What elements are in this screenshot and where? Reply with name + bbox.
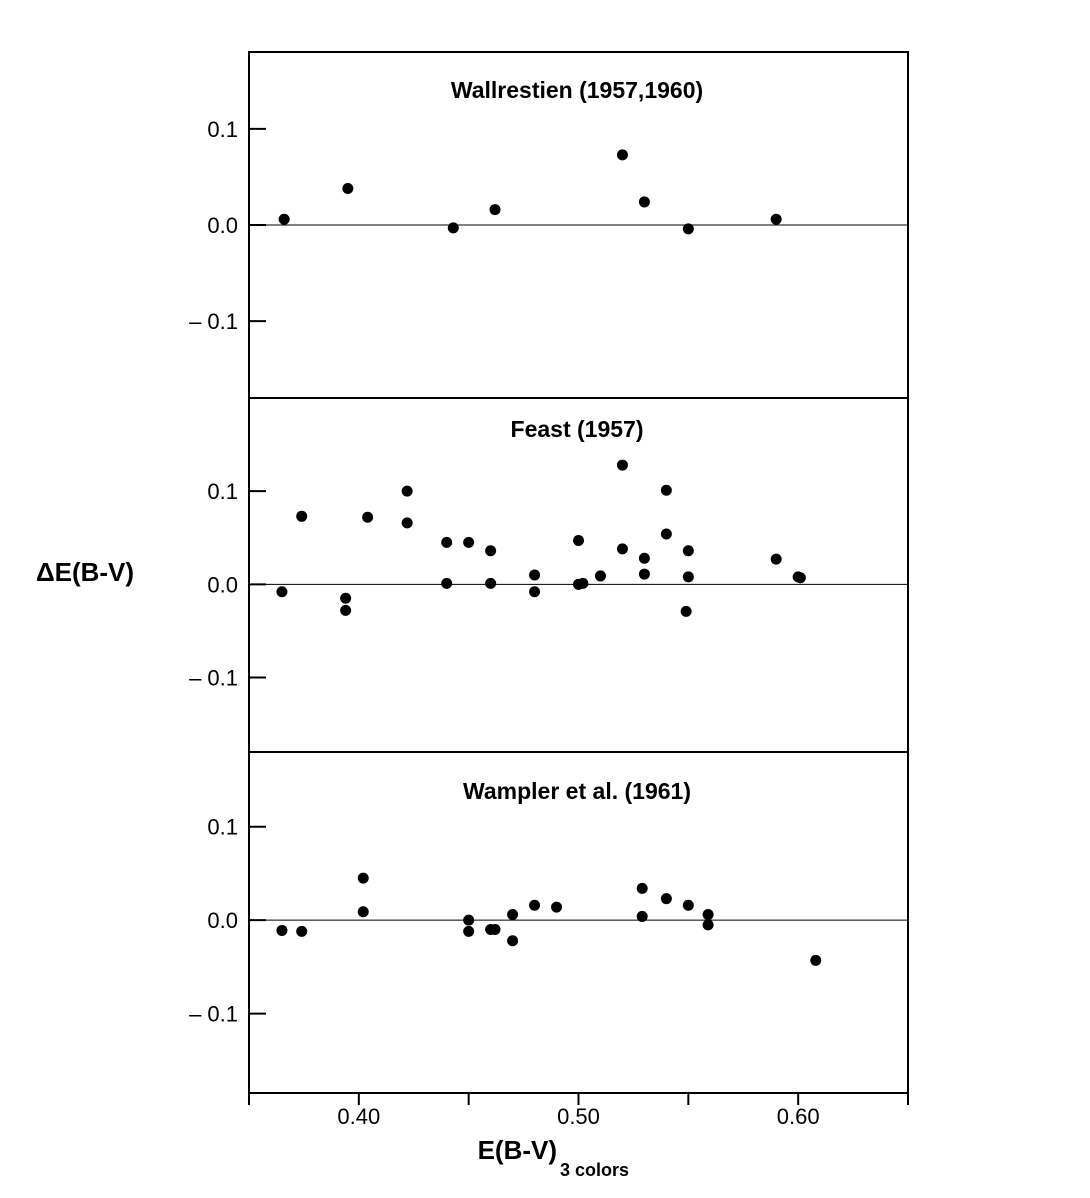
data-point xyxy=(401,517,413,529)
data-point xyxy=(660,484,672,496)
data-point xyxy=(507,935,519,947)
y-tick-label: 0.1 xyxy=(207,117,238,142)
x-tick-label: 0.60 xyxy=(777,1104,820,1129)
data-point xyxy=(401,485,413,497)
data-point xyxy=(770,213,782,225)
data-point xyxy=(278,213,290,225)
data-point xyxy=(276,586,288,598)
panels: 0.1 0.0 – 0.1 Wallrestien (1957,1960) 0.1 0.0… xyxy=(189,51,909,1129)
data-point xyxy=(794,572,806,584)
data-point xyxy=(362,511,374,523)
data-point xyxy=(529,586,541,598)
data-point xyxy=(551,901,563,913)
data-point xyxy=(682,571,694,583)
y-tick-label: 0.0 xyxy=(207,908,238,933)
y-tick-label: 0.1 xyxy=(207,479,238,504)
data-point xyxy=(276,924,288,936)
data-point xyxy=(340,604,352,616)
x-axis-label: E(B-V) xyxy=(478,1135,557,1165)
x-tick-label: 0.40 xyxy=(337,1104,380,1129)
data-point xyxy=(507,909,519,921)
panel-title: Feast (1957) xyxy=(511,416,644,442)
data-point xyxy=(636,910,648,922)
data-point xyxy=(529,899,541,911)
data-point xyxy=(638,552,650,564)
data-point xyxy=(485,577,497,589)
data-point xyxy=(463,914,475,926)
data-point xyxy=(573,535,584,547)
data-point xyxy=(594,570,606,582)
data-point xyxy=(489,924,501,936)
data-point xyxy=(357,906,369,918)
data-point xyxy=(810,954,822,966)
data-point xyxy=(463,925,475,937)
data-point xyxy=(702,909,714,921)
data-point xyxy=(616,149,628,161)
data-point xyxy=(296,510,308,522)
x-tick-label: 0.50 xyxy=(557,1104,600,1129)
y-tick-label: 0.1 xyxy=(207,815,238,840)
y-tick-label: – 0.1 xyxy=(189,1002,238,1027)
data-point xyxy=(342,182,354,194)
data-point xyxy=(702,919,714,931)
data-point xyxy=(340,592,352,604)
y-tick-label: – 0.1 xyxy=(189,309,238,334)
y-tick-label: 0.0 xyxy=(207,572,238,597)
data-point xyxy=(463,536,475,548)
panel-1: 0.1 0.0 – 0.1 Wallrestien (1957,1960) xyxy=(189,51,909,399)
data-point xyxy=(682,899,694,911)
data-point xyxy=(638,196,650,208)
data-point xyxy=(296,925,308,937)
data-point xyxy=(357,872,369,884)
panel-frame xyxy=(248,397,909,753)
panel-title: Wallrestien (1957,1960) xyxy=(451,77,703,103)
panel-3: 0.1 0.0 – 0.1 Wampler et al. (1961) 0.40 0.50… xyxy=(189,751,909,1129)
data-point xyxy=(441,536,453,548)
data-point xyxy=(638,568,650,580)
data-point xyxy=(489,204,501,216)
x-axis-label-subscript: 3 colors xyxy=(560,1160,629,1180)
data-point xyxy=(682,223,694,235)
data-point xyxy=(447,222,459,234)
axis-labels: ΔE(B-V) E(B-V) 3 colors xyxy=(36,557,629,1180)
data-point xyxy=(770,553,782,565)
data-point xyxy=(660,528,672,540)
data-point xyxy=(682,545,694,557)
data-point xyxy=(485,545,497,557)
data-point xyxy=(636,882,648,894)
panel-title: Wampler et al. (1961) xyxy=(463,778,691,804)
data-point xyxy=(680,605,692,617)
data-point xyxy=(441,577,453,589)
panel-2: 0.1 0.0 – 0.1 Feast (1957) xyxy=(189,397,909,753)
data-point xyxy=(577,577,589,589)
y-tick-label: – 0.1 xyxy=(189,665,238,690)
data-point xyxy=(660,893,672,905)
data-point xyxy=(529,569,541,581)
y-tick-label: 0.0 xyxy=(207,213,238,238)
y-axis-label: ΔE(B-V) xyxy=(36,557,134,587)
data-point xyxy=(616,543,628,555)
data-point xyxy=(616,459,628,471)
